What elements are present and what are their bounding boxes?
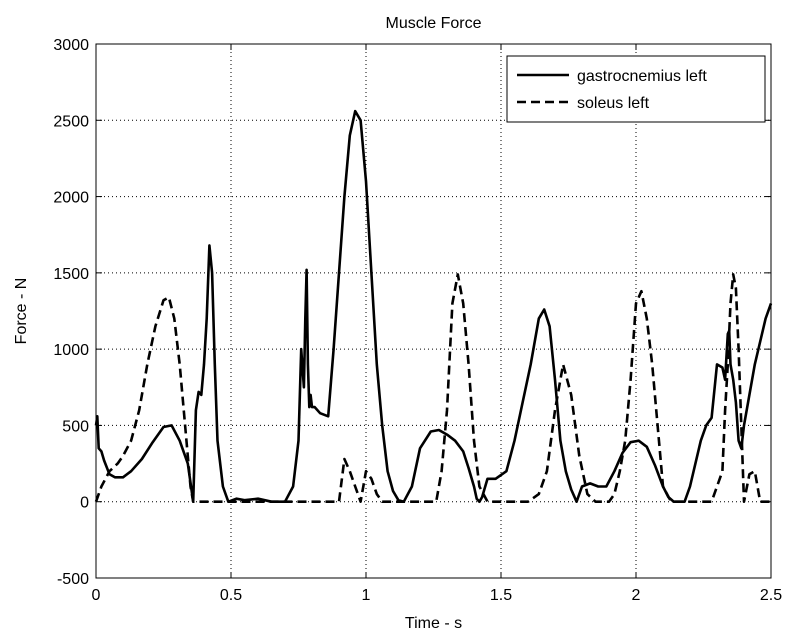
x-tick-label: 2	[632, 587, 641, 604]
y-tick-label: 2500	[53, 113, 89, 130]
series-line-gastrocnemius-left	[94, 109, 773, 503]
y-tick-label: 500	[62, 418, 89, 435]
series-line-soleus-left	[94, 273, 771, 503]
plot-area	[96, 44, 771, 578]
legend-box	[506, 55, 766, 123]
y-tick-label: -500	[57, 571, 89, 588]
y-tick-label: 1000	[53, 342, 89, 359]
x-tick-label: 0.5	[220, 587, 242, 604]
x-tick-label: 1.5	[490, 587, 512, 604]
legend-entry-label: soleus left	[577, 95, 650, 112]
legend: gastrocnemius left soleus left	[506, 55, 766, 123]
y-tick-label: 2000	[53, 190, 89, 207]
y-tick-label: 3000	[53, 37, 89, 54]
y-tick-label: 0	[80, 495, 89, 512]
x-tick-label: 2.5	[760, 587, 782, 604]
x-tick-label: 1	[362, 587, 371, 604]
legend-entry-label: gastrocnemius left	[577, 68, 707, 85]
plot-border	[95, 43, 772, 579]
chart-title: Muscle Force	[385, 15, 481, 32]
y-axis-label: Force - N	[13, 278, 30, 345]
y-tick-label: 1500	[53, 266, 89, 283]
series-layer	[94, 109, 773, 503]
x-tick-label: 0	[92, 587, 101, 604]
x-axis-label: Time - s	[405, 615, 462, 632]
